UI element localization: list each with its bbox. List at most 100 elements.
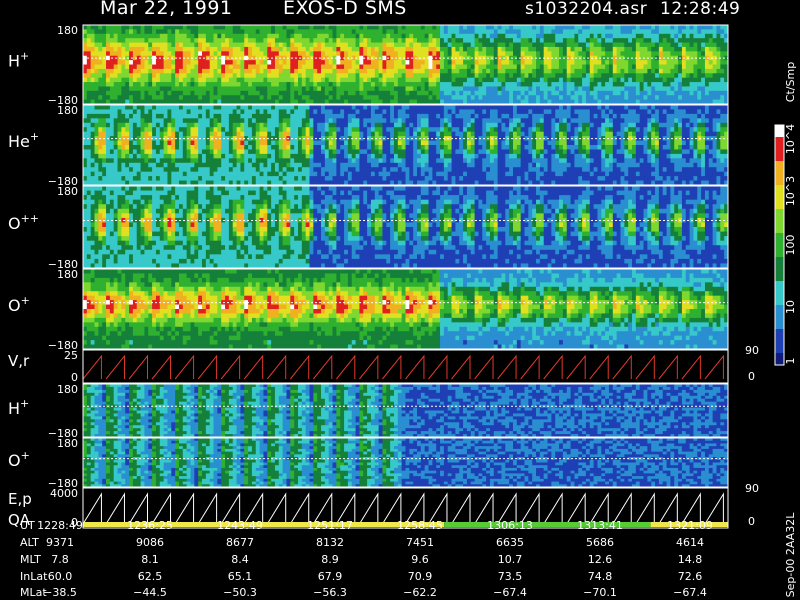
heatmap-cell: [424, 127, 429, 133]
heatmap-cell: [274, 86, 280, 92]
heatmap-cell: [317, 105, 322, 110]
heatmap-cell: [301, 60, 307, 65]
heatmap-cell: [355, 55, 360, 61]
heatmap-cell: [117, 140, 122, 146]
heatmap-cell: [393, 113, 399, 119]
heatmap-cell: [505, 60, 510, 65]
heatmap-cell: [489, 60, 495, 65]
heatmap-cell: [209, 109, 214, 115]
heatmap-cell: [436, 55, 441, 61]
heatmap-cell: [363, 90, 368, 96]
heatmap-cell: [489, 38, 495, 43]
heatmap-cell: [520, 60, 525, 65]
heatmap-cell: [459, 95, 464, 101]
heatmap-cell: [171, 127, 176, 133]
heatmap-cell: [109, 68, 115, 74]
heatmap-cell: [589, 90, 595, 96]
heatmap-cell: [178, 180, 184, 186]
heatmap-cell: [440, 113, 445, 119]
heatmap-cell: [378, 77, 383, 83]
heatmap-cell: [309, 131, 314, 137]
heatmap-cell: [121, 86, 126, 92]
heatmap-cell: [455, 109, 460, 115]
heatmap-cell: [674, 51, 679, 57]
heatmap-cell: [616, 73, 621, 79]
heatmap-cell: [390, 38, 395, 43]
heatmap-cell: [263, 171, 268, 177]
heatmap-cell: [106, 113, 111, 119]
heatmap-cell: [152, 131, 157, 137]
heatmap-cell: [647, 99, 652, 105]
heatmap-cell: [102, 153, 107, 159]
heatmap-cell: [505, 95, 510, 101]
heatmap-cell: [202, 33, 207, 39]
heatmap-cell: [390, 176, 395, 181]
heatmap-cell: [482, 46, 487, 52]
heatmap-cell: [409, 60, 414, 65]
heatmap-cell: [274, 38, 280, 43]
heatmap-cell: [236, 90, 241, 96]
heatmap-cell: [324, 38, 330, 43]
heatmap-cell: [670, 29, 675, 35]
heatmap-cell: [267, 105, 272, 110]
heatmap-cell: [547, 51, 552, 57]
heatmap-cell: [474, 162, 479, 168]
heatmap-cell: [582, 51, 587, 57]
heatmap-cell: [608, 33, 614, 39]
heatmap-cell: [317, 42, 322, 48]
heatmap-cell: [213, 127, 218, 133]
heatmap-cell: [424, 167, 429, 173]
heatmap-cell: [658, 95, 664, 101]
heatmap-cell: [175, 153, 180, 159]
heatmap-cell: [236, 167, 241, 173]
heatmap-cell: [424, 55, 429, 61]
heatmap-cell: [98, 82, 103, 87]
heatmap-cell: [186, 51, 191, 57]
heatmap-cell: [225, 33, 230, 39]
heatmap-cell: [221, 171, 226, 177]
heatmap-cell: [198, 140, 203, 146]
heatmap-cell: [109, 51, 115, 57]
heatmap-cell: [520, 99, 525, 105]
heatmap-cell: [662, 86, 667, 92]
heatmap-cell: [286, 64, 291, 70]
heatmap-cell: [90, 109, 95, 115]
heatmap-cell: [313, 51, 318, 57]
heatmap-cell: [248, 127, 253, 133]
heatmap-cell: [90, 171, 95, 177]
heatmap-cell: [451, 167, 456, 173]
heatmap-cell: [328, 131, 333, 137]
heatmap-cell: [405, 86, 410, 92]
heatmap-cell: [378, 73, 383, 79]
heatmap-cell: [152, 29, 157, 35]
heatmap-cell: [313, 90, 318, 96]
heatmap-cell: [405, 42, 410, 48]
heatmap-cell: [666, 42, 671, 48]
heatmap-cell: [271, 42, 276, 48]
heatmap-cell: [363, 176, 368, 181]
heatmap-cell: [225, 25, 230, 30]
heatmap-cell: [324, 86, 330, 92]
heatmap-cell: [317, 33, 322, 39]
heatmap-cell: [125, 176, 130, 181]
heatmap-cell: [90, 153, 95, 159]
heatmap-cell: [132, 86, 138, 92]
heatmap-cell: [413, 149, 418, 155]
heatmap-cell: [186, 25, 191, 30]
heatmap-cell: [428, 86, 433, 92]
heatmap-cell: [336, 29, 341, 35]
heatmap-cell: [459, 140, 464, 146]
heatmap-cell: [466, 171, 472, 177]
heatmap-cell: [367, 95, 372, 101]
heatmap-cell: [263, 180, 268, 186]
heatmap-cell: [528, 60, 533, 65]
heatmap-cell: [674, 68, 679, 74]
heatmap-cell: [109, 171, 115, 177]
heatmap-cell: [236, 131, 241, 137]
heatmap-cell: [424, 51, 429, 57]
heatmap-cell: [562, 60, 568, 65]
heatmap-cell: [167, 25, 172, 30]
heatmap-cell: [336, 46, 341, 52]
heatmap-cell: [597, 90, 602, 96]
heatmap-cell: [140, 109, 145, 115]
